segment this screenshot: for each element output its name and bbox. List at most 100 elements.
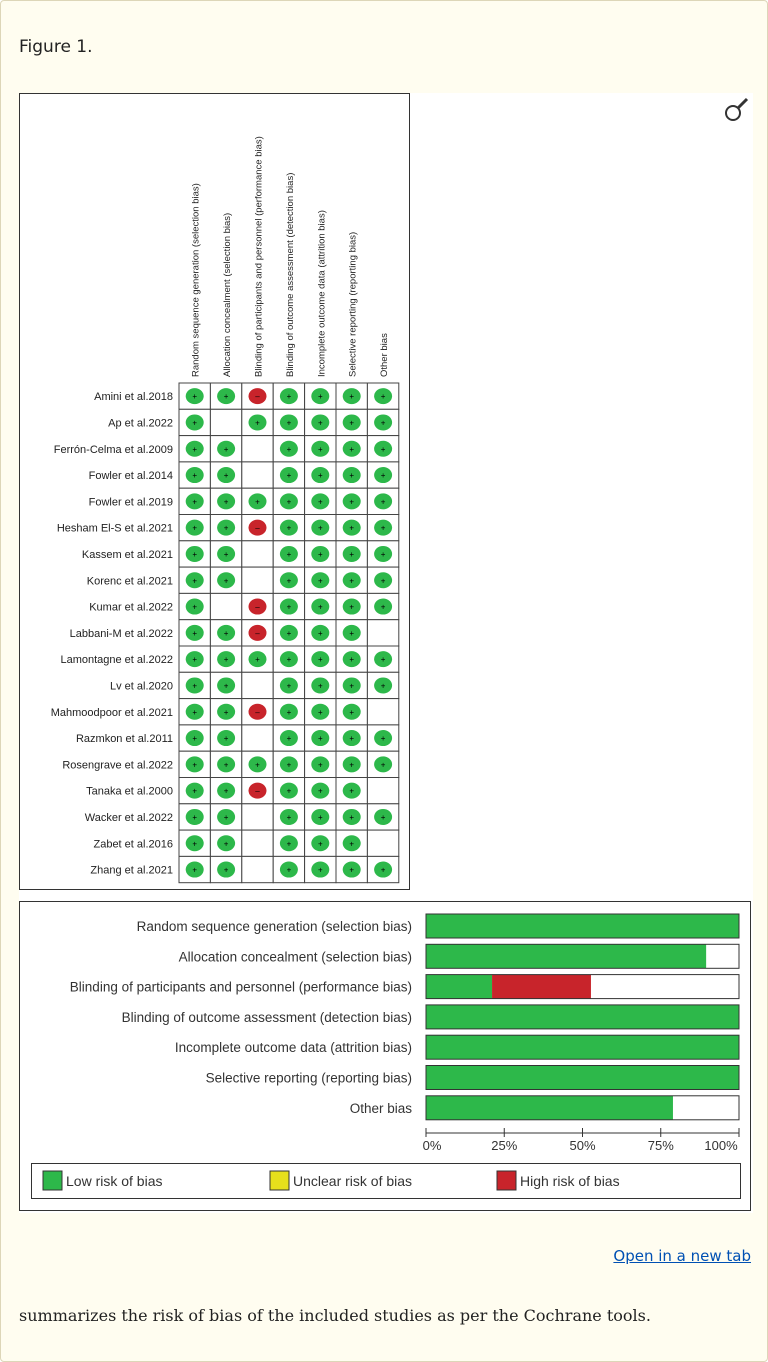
risk-symbol: + [287,497,292,506]
grid-cell [209,408,243,437]
low-risk-mark [217,440,236,457]
domain-header-label: Incomplete outcome data (attrition bias) [316,210,327,377]
grid-cell [272,671,306,700]
risk-symbol: + [318,418,323,427]
risk-symbol: + [224,524,229,533]
risk-symbol: + [192,497,197,506]
magnify-button[interactable] [717,93,753,127]
low-risk-mark [374,651,393,668]
risk-symbol: + [381,866,386,875]
legend-box [31,1163,741,1199]
low-risk-mark [342,756,361,773]
low-risk-mark [279,624,298,641]
low-risk-mark [185,703,204,720]
high-risk-mark [248,624,267,641]
low-risk-mark [217,677,236,694]
low-risk-mark [248,493,267,510]
low-risk-mark [217,861,236,878]
low-risk-mark [248,651,267,668]
low-risk-bar [426,974,493,999]
grid-cell [366,855,400,884]
risk-symbol: + [224,550,229,559]
low-risk-mark [311,572,330,589]
domain-header-label: Random sequence generation (selection bi… [191,183,202,377]
low-risk-mark [311,440,330,457]
open-in-new-tab-link[interactable]: Open in a new tab [613,1247,751,1265]
low-risk-mark [374,730,393,747]
study-label: Lamontagne et al.2022 [60,654,173,666]
grid-cell [335,435,368,463]
risk-symbol: + [192,418,197,427]
low-risk-mark [217,388,236,405]
risk-symbol: + [192,392,197,401]
low-risk-mark [279,545,298,562]
figure-image[interactable]: Random sequence generation (selection bi… [19,93,753,1213]
low-risk-mark [185,467,204,484]
risk-symbol: + [318,629,323,638]
risk-symbol: + [381,418,386,427]
low-risk-mark [217,703,236,720]
risk-symbol: + [318,866,323,875]
low-risk-mark [217,624,236,641]
risk-symbol: + [287,734,292,743]
risk-symbol: + [381,550,386,559]
risk-symbol: + [224,734,229,743]
low-risk-mark [311,493,330,510]
risk-symbol: + [381,603,386,612]
low-risk-mark [279,467,298,484]
risk-symbol: + [224,392,229,401]
low-risk-mark [217,651,236,668]
low-risk-mark [374,493,393,510]
risk-symbol: + [318,681,323,690]
risk-symbol: + [192,445,197,454]
study-label: Kassem et al.2021 [82,549,173,561]
risk-symbol: + [224,839,229,848]
low-risk-mark [374,572,393,589]
risk-symbol: + [318,603,323,612]
summary-category-label: Incomplete outcome data (attrition bias) [175,1040,412,1055]
risk-symbol: + [381,681,386,690]
low-risk-mark [311,782,330,799]
study-label: Labbani-M et al.2022 [70,628,173,640]
risk-symbol: + [192,760,197,769]
risk-symbol: + [381,497,386,506]
grid-cell [241,855,274,884]
x-tick-label: 25% [491,1138,517,1153]
low-risk-mark [185,414,204,431]
risk-symbol: + [224,497,229,506]
grid-cell [178,514,211,542]
risk-symbol: + [349,655,354,664]
risk-of-bias-figure: Random sequence generation (selection bi… [19,93,751,1211]
grid-cell [241,435,274,463]
low-risk-bar [426,1065,739,1090]
study-label: Hesham El-S et al.2021 [57,523,173,535]
summary-category-label: Selective reporting (reporting bias) [206,1071,412,1086]
low-risk-mark [217,545,236,562]
risk-symbol: + [318,497,323,506]
low-risk-mark [217,756,236,773]
risk-symbol: + [192,813,197,822]
risk-symbol: + [224,471,229,480]
low-risk-mark [342,730,361,747]
risk-symbol: + [349,734,354,743]
grid-cell [366,514,400,542]
low-risk-mark [185,756,204,773]
risk-symbol: + [192,655,197,664]
low-risk-mark [185,808,204,825]
low-risk-mark [185,545,204,562]
low-risk-mark [311,861,330,878]
low-risk-mark [311,835,330,852]
legend-swatch [42,1170,63,1191]
low-risk-mark [185,440,204,457]
low-risk-mark [342,467,361,484]
low-risk-bar [426,914,739,938]
grid-cell [272,592,306,621]
low-risk-mark [342,598,361,615]
summary-bar-outline [425,1065,740,1090]
grid-cell [241,803,274,831]
legend-swatch [496,1170,517,1191]
study-label: Kumar et al.2022 [89,602,173,614]
low-risk-mark [279,414,298,431]
low-risk-mark [311,467,330,484]
low-risk-mark [217,835,236,852]
